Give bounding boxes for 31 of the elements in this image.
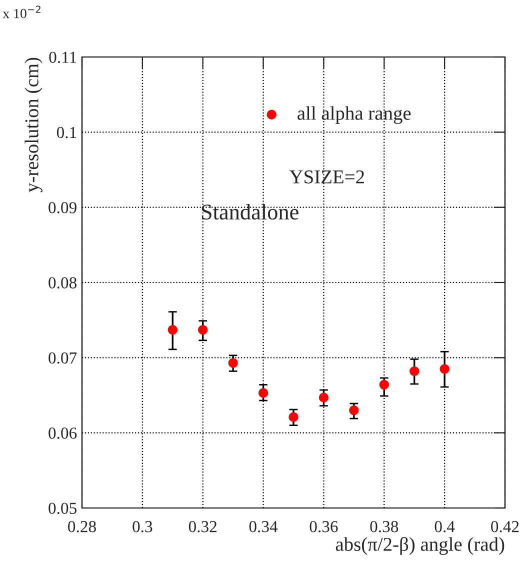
y-tick-label: 0.09 bbox=[48, 202, 76, 214]
point bbox=[258, 388, 268, 398]
x-tick-label: 0.3 bbox=[132, 520, 152, 532]
point bbox=[168, 324, 178, 335]
annotation: YSIZE=2 bbox=[289, 170, 364, 184]
x-tick-label: 0.36 bbox=[310, 520, 338, 532]
point bbox=[288, 412, 298, 422]
point bbox=[440, 364, 450, 374]
x-tick-label: 0.34 bbox=[249, 520, 278, 532]
point bbox=[318, 392, 329, 402]
x-tick-label: 0.42 bbox=[491, 520, 519, 532]
x-axis-title: abs(π/2-β) angle (rad) bbox=[336, 537, 504, 555]
legend-label: all alpha range bbox=[298, 106, 411, 124]
point bbox=[198, 324, 208, 335]
x-tick-label: 0.28 bbox=[68, 520, 96, 532]
point bbox=[228, 358, 238, 368]
text: x 10$^{−2}$ bbox=[2, 6, 40, 18]
point bbox=[409, 366, 420, 376]
y-axis-title: y-resolution (cm) bbox=[24, 58, 42, 192]
y-tick-label: 0.05 bbox=[48, 502, 76, 514]
point bbox=[349, 405, 359, 416]
y-tick-label: 0.07 bbox=[48, 352, 77, 364]
y-tick-label: 0.06 bbox=[48, 428, 77, 439]
annotation: Standalone bbox=[202, 204, 298, 220]
y-tick-label: 0.08 bbox=[48, 277, 77, 289]
y-tick-label: 0.1 bbox=[56, 126, 76, 138]
y-tick-label: 0.11 bbox=[49, 52, 76, 64]
x-tick-label: 0.38 bbox=[370, 520, 398, 532]
x-tick-label: 0.4 bbox=[434, 520, 455, 532]
x-tick-label: 0.32 bbox=[188, 520, 217, 532]
point bbox=[379, 380, 390, 390]
